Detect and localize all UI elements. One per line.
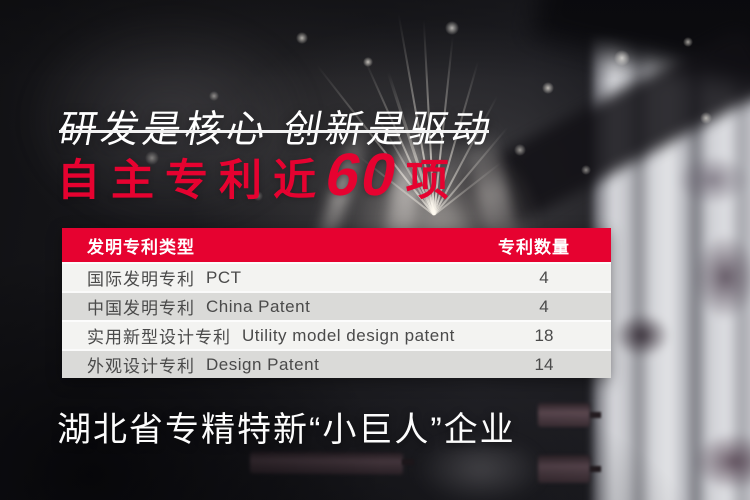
table-row: 实用新型设计专利 Utility model design patent 18: [62, 320, 611, 349]
patent-type-en: PCT: [206, 267, 242, 287]
patent-type-en: Utility model design patent: [242, 325, 455, 345]
patent-count: 4: [539, 267, 549, 287]
table-row: 外观设计专利 Design Patent 14: [62, 349, 611, 378]
headline-number: 60: [319, 141, 405, 208]
patent-type-zh: 中国发明专利: [87, 299, 195, 318]
patent-count: 14: [534, 354, 554, 374]
patent-type-zh: 实用新型设计专利: [87, 328, 231, 347]
enterprise-honor-title: 湖北省专精特新“小巨人”企业: [57, 411, 516, 449]
patent-count-headline: 自主专利近 60 项: [57, 141, 449, 210]
patent-type-en: Design Patent: [206, 354, 320, 374]
table-row: 国际发明专利 PCT 4: [62, 262, 611, 291]
patent-count: 18: [534, 325, 554, 345]
headline-prefix: 自主专利近: [57, 157, 327, 205]
patent-type-en: China Patent: [206, 296, 311, 316]
headline-suffix: 项: [405, 157, 449, 205]
patent-type-zh: 国际发明专利: [87, 270, 195, 289]
patent-table: 发明专利类型 专利数量 国际发明专利 PCT 4 中国发明专利 China Pa…: [62, 228, 611, 378]
column-header-type: 发明专利类型: [87, 237, 195, 257]
patent-count: 4: [539, 296, 549, 316]
title-underline: [59, 130, 489, 133]
column-header-count: 专利数量: [498, 237, 570, 257]
patent-table-header: 发明专利类型 专利数量: [62, 228, 611, 262]
table-row: 中国发明专利 China Patent 4: [62, 291, 611, 320]
patent-type-zh: 外观设计专利: [87, 357, 195, 376]
